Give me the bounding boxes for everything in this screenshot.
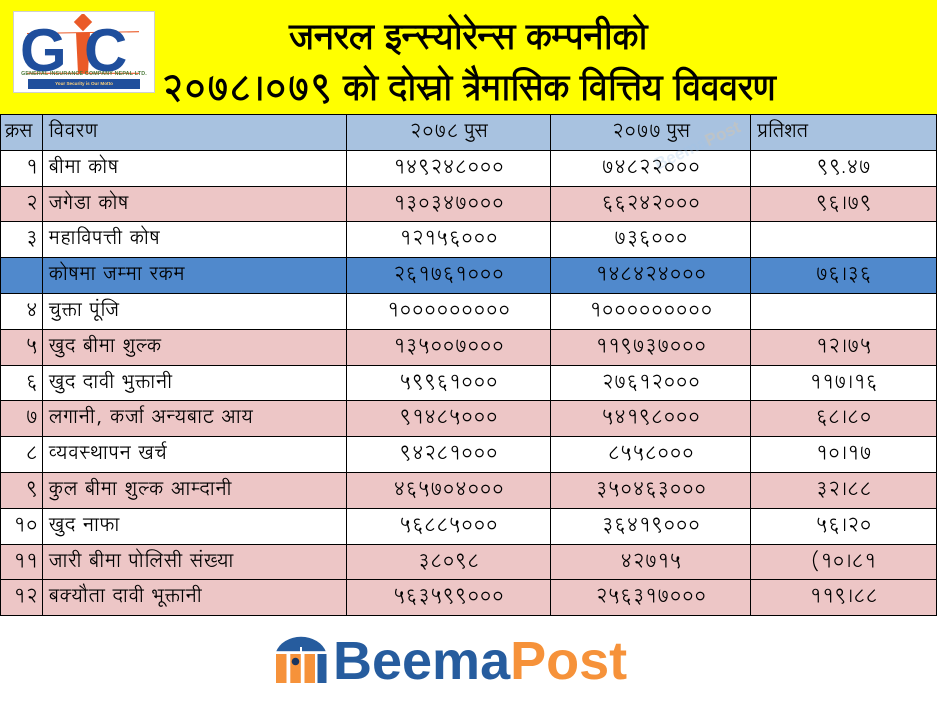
svg-text:BeemaPost: BeemaPost (333, 633, 627, 689)
